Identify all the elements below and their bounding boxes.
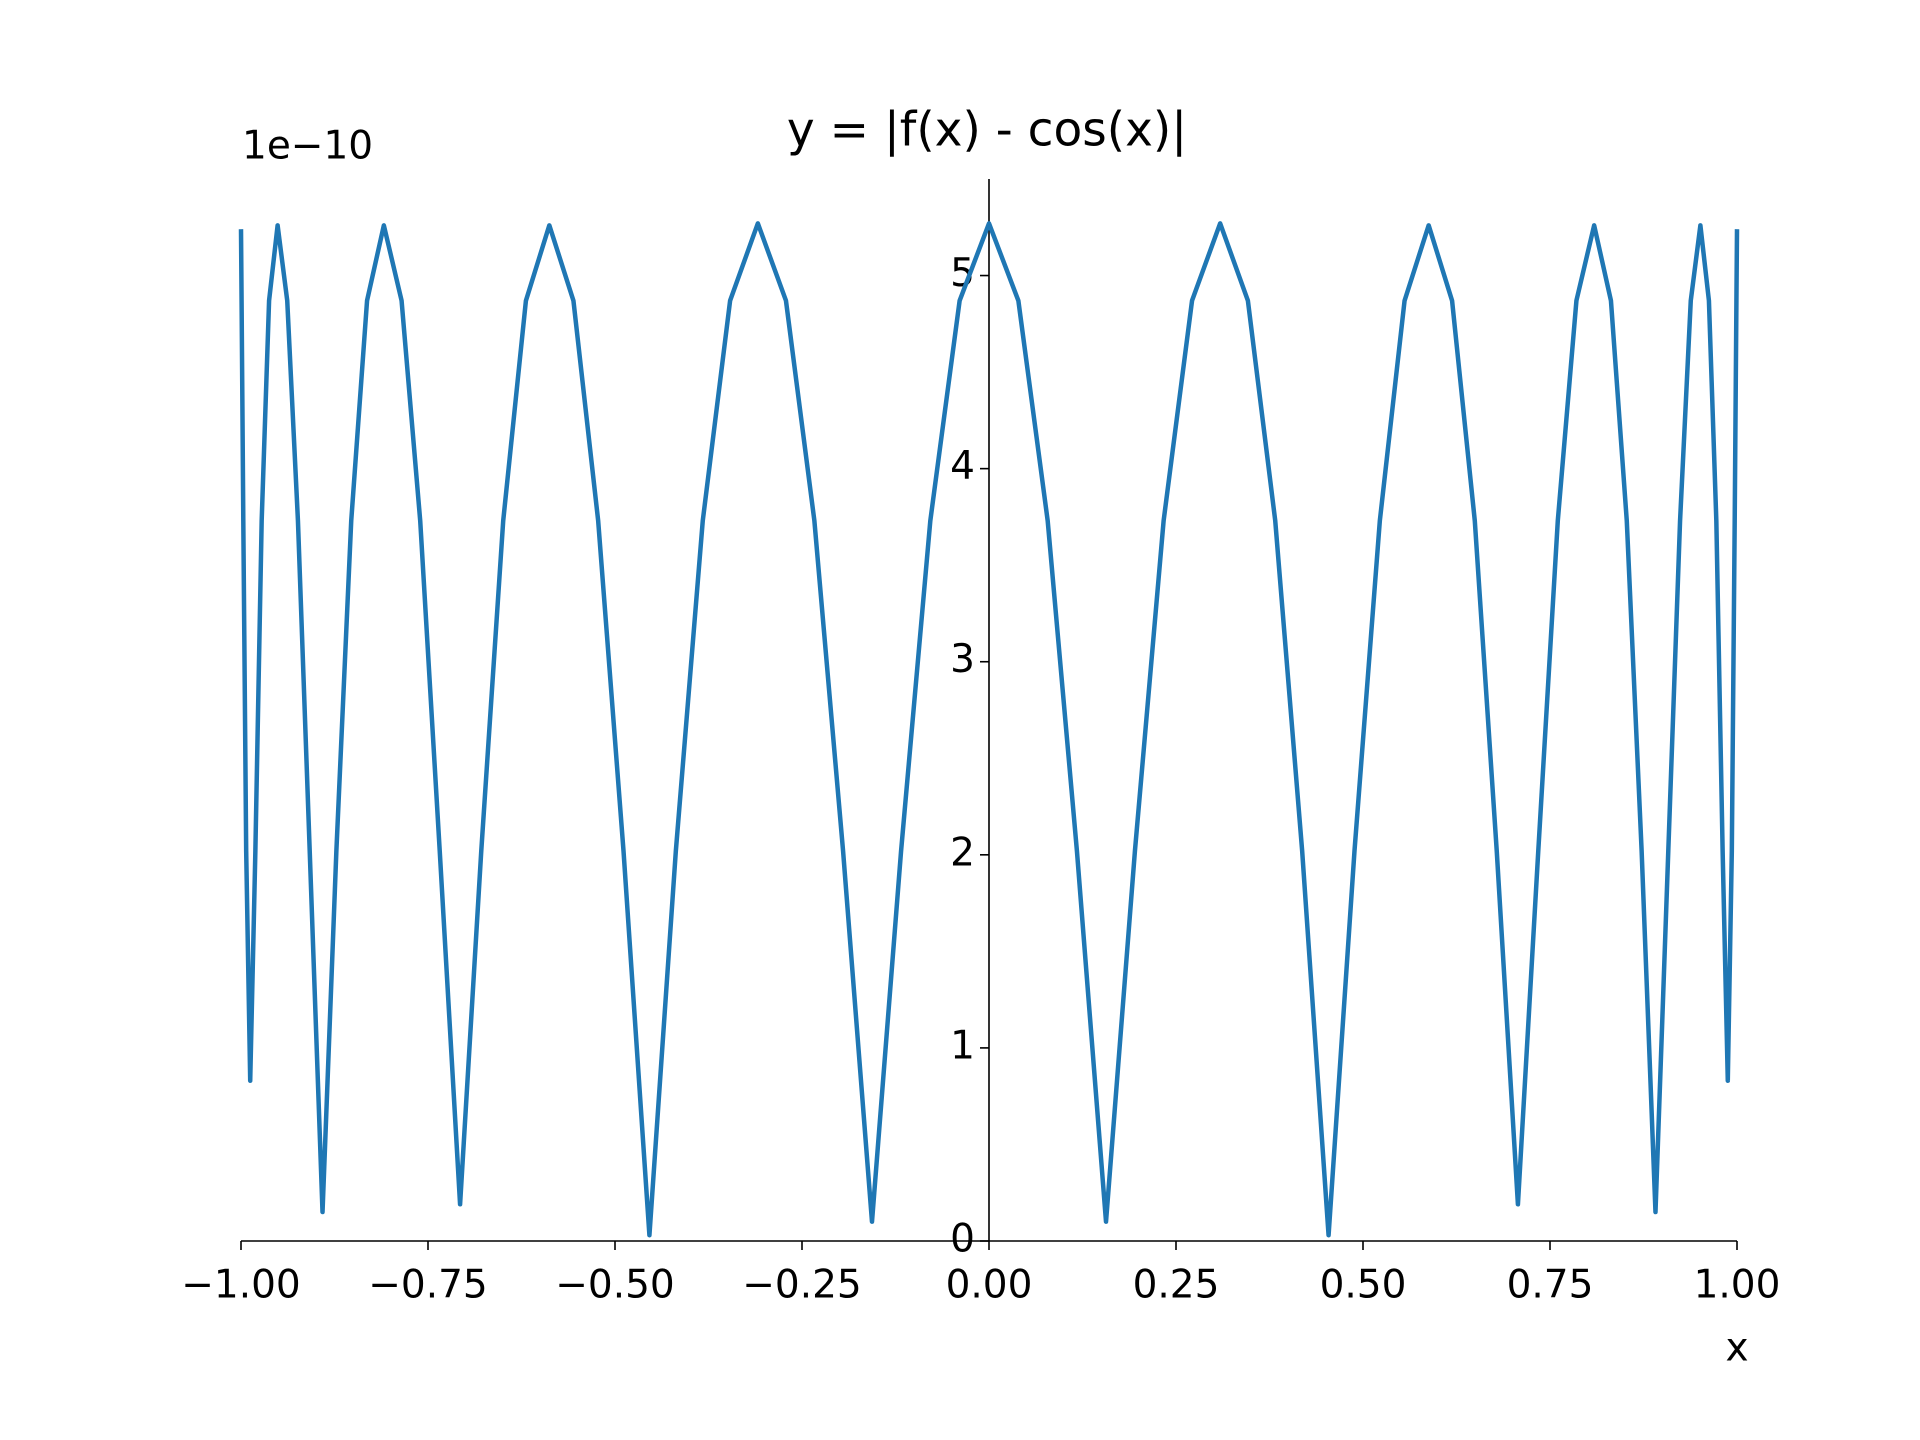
x-tick-label: −0.50 [555,1263,675,1308]
x-tick-label: 0.75 [1507,1263,1594,1308]
x-tick-label: 0.25 [1133,1263,1220,1308]
y-tick-label: 2 [950,830,975,875]
x-axis-label: x [1725,1326,1748,1371]
x-tick-label: 0.00 [946,1263,1033,1308]
x-tick-label: −1.00 [181,1263,301,1308]
x-tick-label: −0.75 [368,1263,488,1308]
y-tick-label: 3 [950,637,975,682]
data-line [238,221,1740,1238]
x-tick-label: 0.50 [1320,1263,1407,1308]
chart-title: y = |f(x) - cos(x)| [787,103,1187,158]
offset-text: 1e−10 [242,124,373,169]
x-tick-label: 1.00 [1694,1263,1781,1308]
x-tick-label: −0.25 [742,1263,862,1308]
y-tick-label: 4 [950,444,975,489]
y-tick-label: 1 [950,1023,975,1068]
y-tick-label: 0 [950,1217,975,1262]
